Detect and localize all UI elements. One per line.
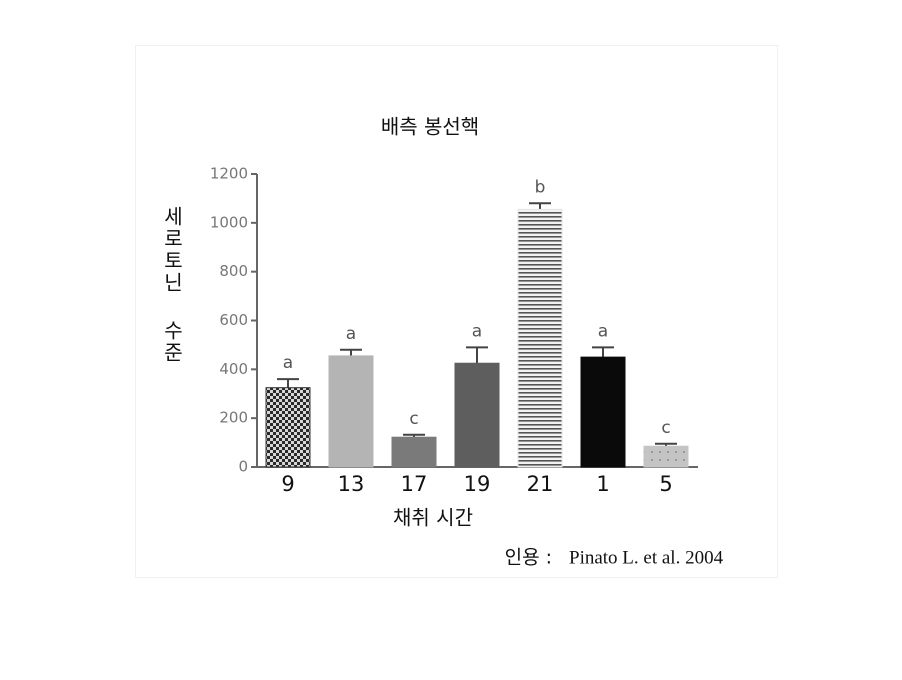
chart-title: 배측 봉선핵 (381, 115, 479, 139)
significance-label: a (346, 324, 356, 344)
bar (328, 355, 374, 468)
x-tick-label: 1 (596, 472, 609, 496)
significance-label: a (283, 353, 293, 373)
x-tick-label: 5 (659, 472, 672, 496)
y-tick-label: 0 (238, 458, 248, 476)
significance-label: a (472, 321, 482, 341)
x-tick-label: 17 (401, 472, 428, 496)
bar (454, 362, 500, 468)
x-tick-label: 21 (527, 472, 554, 496)
y-tick-label: 200 (219, 409, 248, 427)
bar (580, 356, 626, 468)
x-axis-label: 채취 시간 (393, 506, 473, 530)
bar (643, 445, 689, 468)
chart-panel (135, 45, 778, 578)
bar (391, 436, 437, 468)
significance-label: c (409, 409, 418, 429)
y-tick-label: 600 (219, 311, 248, 329)
source-prefix: 인용 : (505, 547, 552, 569)
x-tick-label: 13 (338, 472, 365, 496)
y-tick-label: 400 (219, 360, 248, 378)
bar (517, 208, 563, 468)
significance-label: b (535, 177, 546, 197)
y-tick-label: 1200 (210, 165, 248, 183)
significance-label: c (661, 418, 670, 438)
y-tick-label: 800 (219, 262, 248, 280)
source: Pinato L. et al. 2004 (569, 547, 724, 568)
y-axis-label: 세로토닌 수준 (160, 206, 184, 364)
bar (265, 387, 311, 468)
y-tick-label: 1000 (210, 213, 248, 231)
x-tick-label: 9 (281, 472, 294, 496)
significance-label: a (598, 321, 608, 341)
x-tick-label: 19 (464, 472, 491, 496)
